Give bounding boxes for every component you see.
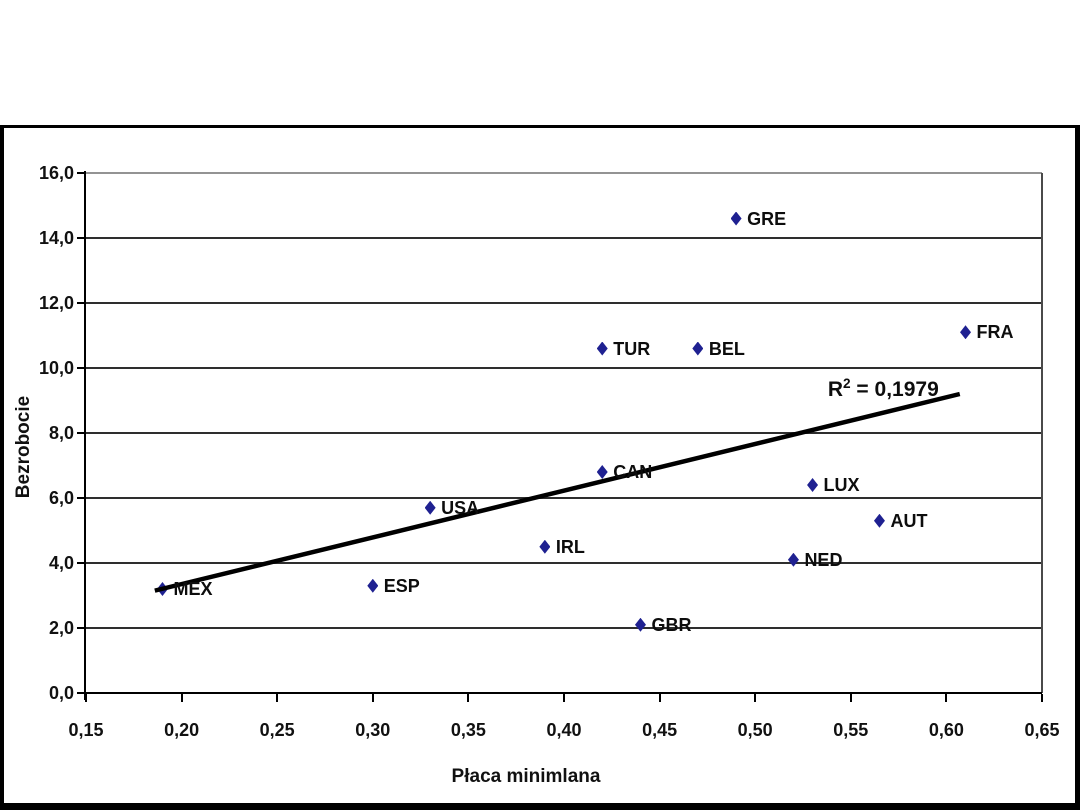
x-tick-mark bbox=[467, 694, 470, 702]
y-tick-label: 0,0 bbox=[48, 683, 74, 703]
x-tick-mark bbox=[1041, 694, 1043, 702]
x-tick-label: 0,65 bbox=[1024, 720, 1060, 740]
y-tick-mark bbox=[77, 562, 85, 564]
data-point-marker-GBR bbox=[634, 617, 646, 632]
r-squared-exponent: 2 bbox=[843, 376, 851, 392]
y-tick-label: 8,0 bbox=[48, 423, 74, 443]
y-axis-line bbox=[84, 171, 86, 700]
point-label-USA: USA bbox=[441, 497, 480, 518]
point-label-MEX: MEX bbox=[173, 579, 213, 599]
x-tick-mark bbox=[658, 694, 661, 702]
x-tick-label: 0,35 bbox=[450, 720, 486, 740]
y-tick-label: 2,0 bbox=[48, 618, 74, 638]
plot-top-border bbox=[86, 172, 1042, 174]
x-tick-label: 0,15 bbox=[68, 720, 104, 740]
x-tick-label: 0,40 bbox=[546, 720, 582, 740]
x-tick-mark bbox=[563, 694, 565, 702]
point-label-CAN: CAN bbox=[613, 462, 653, 482]
gridline-y-14 bbox=[86, 237, 1042, 239]
y-tick-mark bbox=[77, 497, 85, 499]
gridline-y-10 bbox=[86, 367, 1042, 369]
point-label-IRL: IRL bbox=[555, 536, 585, 557]
x-tick-label: 0,60 bbox=[928, 720, 964, 740]
r-squared-value: = 0,1979 bbox=[850, 378, 939, 402]
x-axis-line bbox=[84, 692, 1042, 694]
x-tick-label: 0,25 bbox=[259, 720, 295, 740]
y-axis-title: Bezrobocie bbox=[13, 395, 34, 499]
data-point-marker-TUR bbox=[596, 341, 608, 356]
point-label-GRE: GRE bbox=[747, 208, 787, 229]
gridline-y-8 bbox=[86, 432, 1042, 434]
y-tick-mark bbox=[77, 432, 85, 434]
x-tick-mark bbox=[849, 694, 852, 702]
gridline-y-6 bbox=[86, 497, 1042, 499]
x-tick-mark bbox=[371, 694, 374, 702]
r-squared-prefix: R bbox=[827, 378, 843, 402]
y-tick-label: 4,0 bbox=[48, 553, 74, 573]
point-label-LUX: LUX bbox=[823, 475, 860, 495]
r-squared-annotation: R2 = 0,1979 bbox=[828, 376, 939, 402]
x-tick-mark bbox=[85, 694, 87, 702]
y-tick-mark bbox=[77, 172, 85, 174]
y-tick-label: 12,0 bbox=[38, 293, 74, 313]
gridline-y-4 bbox=[86, 562, 1042, 564]
plot-right-border bbox=[1041, 173, 1043, 693]
x-tick-mark bbox=[276, 694, 279, 702]
y-tick-mark bbox=[77, 692, 85, 694]
x-axis-title: Płaca minimlana bbox=[451, 766, 601, 787]
y-tick-label: 16,0 bbox=[38, 163, 74, 183]
data-point-marker-GRE bbox=[730, 211, 742, 226]
data-point-marker-BEL bbox=[692, 341, 704, 356]
x-tick-mark bbox=[754, 694, 757, 702]
x-tick-mark bbox=[945, 694, 948, 702]
point-label-ESP: ESP bbox=[383, 575, 420, 596]
y-tick-mark bbox=[77, 367, 85, 369]
point-label-TUR: TUR bbox=[613, 338, 651, 359]
y-tick-label: 6,0 bbox=[48, 488, 74, 508]
data-point-marker-FRA bbox=[960, 325, 972, 340]
point-label-GBR: GBR bbox=[651, 614, 692, 635]
y-tick-mark bbox=[77, 627, 85, 629]
x-tick-label: 0,45 bbox=[642, 720, 678, 740]
x-tick-mark bbox=[180, 694, 183, 702]
x-tick-label: 0,30 bbox=[355, 720, 391, 740]
x-tick-label: 0,55 bbox=[833, 720, 869, 740]
point-label-AUT: AUT bbox=[890, 510, 928, 531]
point-label-FRA: FRA bbox=[976, 322, 1014, 343]
x-tick-label: 0,20 bbox=[164, 720, 200, 740]
y-tick-mark bbox=[77, 237, 85, 239]
gridline-y-2 bbox=[86, 627, 1042, 629]
point-label-NED: NED bbox=[804, 549, 843, 570]
y-tick-label: 10,0 bbox=[38, 358, 74, 378]
gridline-y-12 bbox=[86, 302, 1042, 304]
y-tick-mark bbox=[77, 302, 85, 304]
y-tick-label: 14,0 bbox=[38, 228, 74, 248]
x-tick-label: 0,50 bbox=[737, 720, 773, 740]
point-label-BEL: BEL bbox=[708, 338, 745, 359]
chart-outer-border bbox=[0, 125, 1080, 810]
